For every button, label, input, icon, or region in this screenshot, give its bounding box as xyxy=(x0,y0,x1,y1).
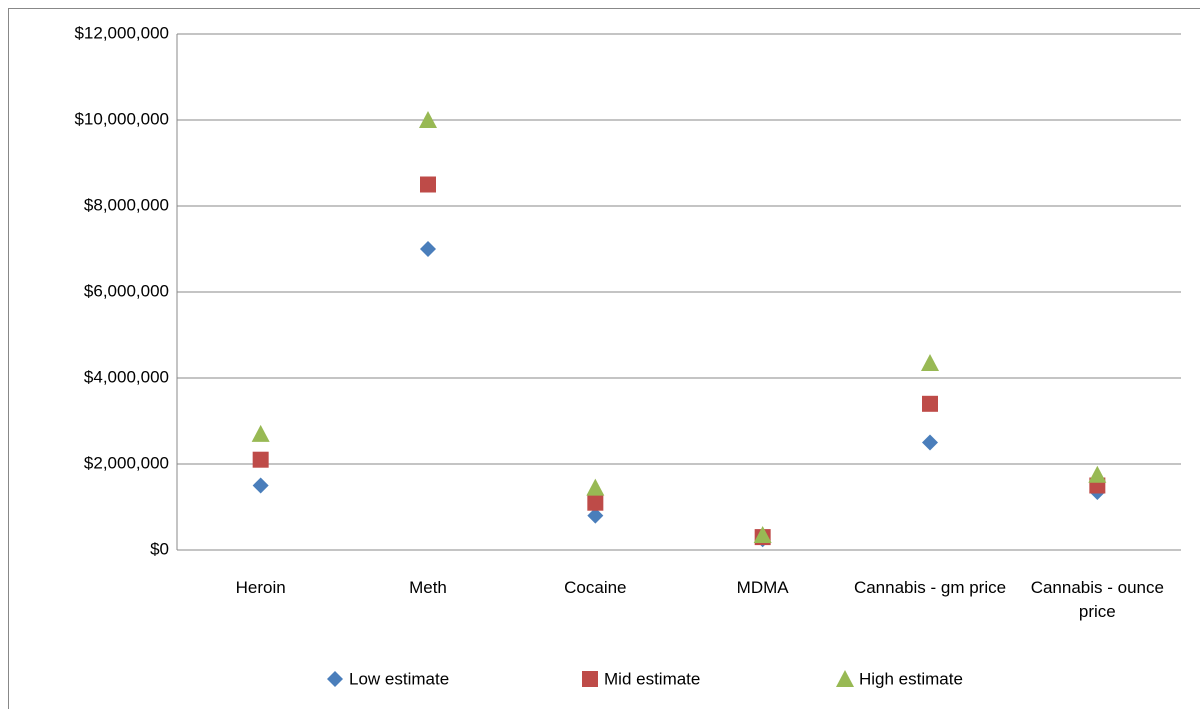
y-tick-label: $4,000,000 xyxy=(84,367,169,386)
y-tick-label: $12,000,000 xyxy=(74,23,169,42)
legend-marker xyxy=(327,671,343,687)
y-tick-label: $10,000,000 xyxy=(74,109,169,128)
data-point xyxy=(586,478,605,496)
data-point xyxy=(922,434,938,451)
chart-border xyxy=(8,8,1200,709)
data-point xyxy=(420,176,436,193)
data-point xyxy=(587,494,604,511)
legend-marker xyxy=(836,670,854,687)
data-point xyxy=(922,395,938,412)
data-point xyxy=(252,477,269,494)
data-point xyxy=(419,111,437,128)
y-tick-label: $8,000,000 xyxy=(84,195,169,214)
legend-label: High estimate xyxy=(859,669,963,688)
data-point xyxy=(753,525,772,543)
y-tick-label: $2,000,000 xyxy=(84,453,169,472)
y-tick-label: $0 xyxy=(150,539,169,558)
data-point xyxy=(587,507,604,524)
x-tick-label: Cannabis - gm price xyxy=(853,578,1007,597)
x-tick-label: MDMA xyxy=(736,578,789,597)
data-point xyxy=(420,241,436,257)
x-tick-label: Cocaine xyxy=(564,578,627,597)
data-point xyxy=(251,424,270,442)
data-point xyxy=(1088,465,1107,483)
y-tick-label: $6,000,000 xyxy=(84,281,169,300)
x-tick-label: Meth xyxy=(409,578,447,597)
x-tick-label: Heroin xyxy=(235,578,286,597)
data-point xyxy=(921,353,939,371)
data-point xyxy=(252,451,269,468)
legend-label: Mid estimate xyxy=(604,669,700,688)
legend-marker xyxy=(582,671,598,687)
legend-label: Low estimate xyxy=(349,669,449,688)
x-tick-label: Cannabis - ounce price xyxy=(1030,578,1164,621)
